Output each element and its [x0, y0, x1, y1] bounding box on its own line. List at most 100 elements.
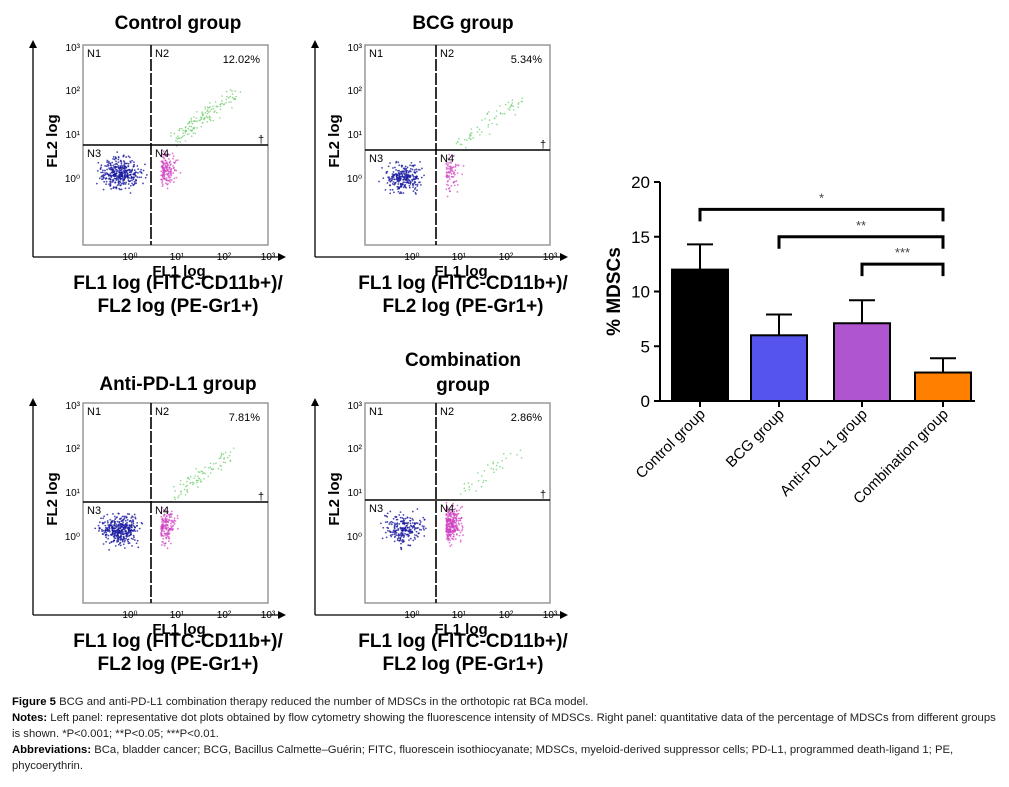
dot	[103, 515, 106, 518]
dot	[176, 135, 179, 137]
dot	[411, 173, 414, 176]
dot	[176, 138, 179, 140]
dot	[416, 508, 419, 510]
dot	[133, 180, 136, 183]
dot	[451, 169, 453, 172]
dot	[179, 490, 182, 493]
dot	[128, 527, 130, 530]
dot	[127, 540, 130, 543]
dot	[107, 529, 110, 532]
dot	[400, 547, 403, 550]
dot	[119, 169, 122, 172]
dot	[395, 160, 398, 163]
dot	[170, 542, 172, 545]
dot	[163, 544, 166, 547]
dot	[397, 183, 400, 185]
dot	[133, 169, 136, 172]
dot	[170, 135, 172, 137]
dot	[124, 176, 127, 179]
dot	[455, 522, 458, 525]
dot	[461, 173, 464, 176]
dot	[386, 182, 389, 184]
dot	[495, 464, 498, 467]
dot	[109, 180, 111, 183]
panel-label-combination: FL1 log (FITC-CD11b+)/FL2 log (PE-Gr1+)	[313, 630, 613, 676]
dot	[182, 132, 184, 134]
dot	[126, 521, 129, 524]
dot	[165, 537, 168, 540]
dot	[179, 171, 182, 174]
dot	[162, 162, 165, 165]
dot	[163, 530, 166, 533]
dot	[186, 484, 188, 487]
dot	[127, 183, 130, 185]
dot	[125, 171, 128, 173]
dot	[401, 520, 403, 523]
dot	[174, 490, 177, 492]
dot	[126, 175, 129, 178]
gate-marker: †	[540, 489, 546, 501]
dot	[196, 482, 198, 484]
dot	[448, 510, 450, 512]
dot	[445, 174, 448, 176]
dot	[132, 178, 135, 181]
dot	[517, 106, 520, 108]
dot	[222, 461, 225, 463]
dot	[511, 99, 514, 101]
dot	[206, 116, 209, 119]
dot	[168, 176, 170, 179]
dot	[449, 527, 452, 529]
dot	[127, 162, 130, 165]
dot	[160, 515, 163, 518]
dot	[167, 170, 170, 173]
dot	[414, 181, 417, 184]
dot	[521, 100, 524, 103]
dot	[176, 514, 179, 517]
quadrant-label-n3: N3	[369, 153, 383, 165]
dot	[104, 524, 107, 527]
dot	[138, 527, 141, 530]
dot	[225, 101, 227, 104]
dot	[409, 181, 412, 184]
dot	[133, 161, 135, 163]
dot	[520, 457, 523, 459]
dot	[423, 518, 426, 521]
dot	[120, 182, 123, 185]
dot	[204, 106, 206, 108]
dot	[408, 179, 411, 182]
x-tick-label: 10²	[217, 252, 232, 263]
dot	[492, 468, 495, 471]
x-axis-label: FL1 log	[434, 263, 487, 280]
dot	[488, 133, 491, 135]
dot	[170, 174, 173, 177]
dot	[209, 116, 212, 119]
dot	[509, 452, 512, 455]
dot	[397, 161, 400, 164]
dot	[398, 514, 401, 516]
dot	[105, 183, 108, 185]
dot	[163, 542, 165, 545]
dot	[453, 171, 456, 173]
dot	[103, 180, 106, 183]
dot	[483, 470, 486, 472]
dot	[409, 183, 412, 185]
dot	[175, 159, 178, 162]
dot	[117, 180, 120, 183]
dot	[397, 190, 400, 193]
dot	[126, 172, 129, 175]
dot	[166, 162, 168, 165]
dot	[123, 181, 126, 184]
dot	[457, 520, 460, 522]
dot	[164, 153, 167, 155]
dot	[161, 169, 164, 171]
dot	[115, 186, 118, 189]
dot	[452, 154, 455, 157]
dot	[112, 527, 115, 530]
dot	[171, 529, 174, 532]
dot	[409, 517, 412, 519]
dot	[225, 90, 228, 93]
dot	[495, 468, 498, 471]
dot	[452, 166, 455, 168]
dot	[188, 120, 191, 123]
dot	[447, 539, 450, 542]
